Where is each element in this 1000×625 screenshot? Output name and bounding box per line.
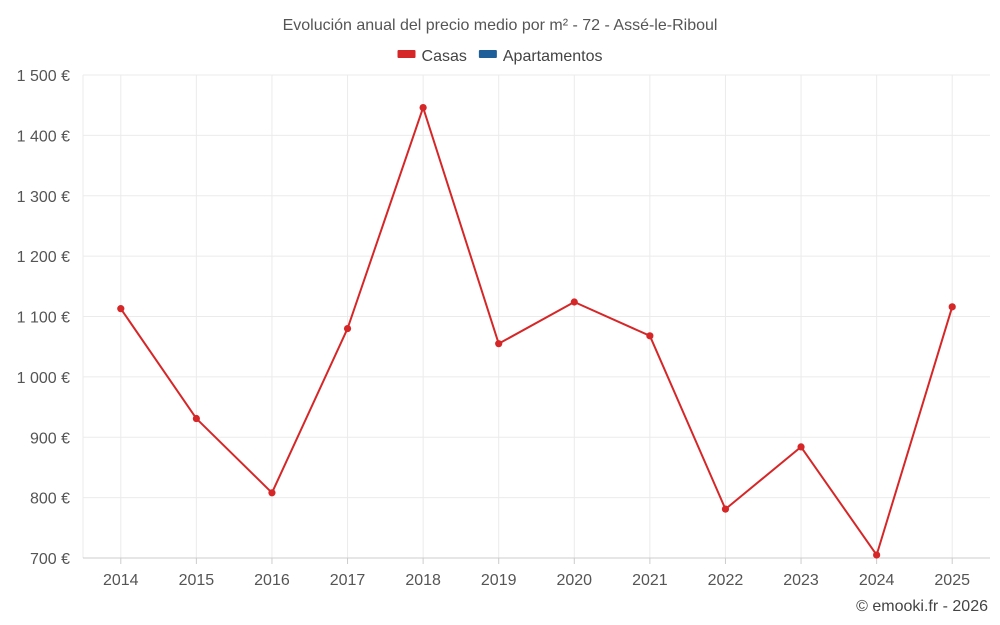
- y-tick-label: 1 200 €: [17, 249, 70, 266]
- legend-label: Apartamentos: [503, 48, 603, 65]
- y-tick-label: 1 300 €: [17, 189, 70, 206]
- y-tick-label: 1 500 €: [17, 68, 70, 85]
- x-axis: 2014 2015 2016 2017 2018 2019 2020 2021 2022 2023…: [83, 557, 990, 589]
- x-tick-label: 2022: [708, 572, 744, 589]
- x-tick-label: 2020: [556, 572, 592, 589]
- y-tick-label: 1 100 €: [17, 310, 70, 327]
- legend-swatch: [397, 50, 416, 58]
- legend-item-apartamentos[interactable]: Apartamentos: [478, 48, 603, 65]
- data-point: [268, 489, 276, 497]
- x-tick-label: 2017: [330, 572, 366, 589]
- y-axis: 700 € 800 € 900 € 1 000 € 1 100 € 1 200 € 1 30…: [17, 68, 84, 568]
- x-tick-label: 2015: [179, 572, 215, 589]
- y-tick-label: 1 400 €: [17, 128, 70, 145]
- x-tick-label: 2019: [481, 572, 517, 589]
- x-tick-label: 2025: [934, 572, 970, 589]
- data-point: [570, 298, 578, 306]
- data-point: [117, 305, 125, 313]
- x-tick-label: 2023: [783, 572, 819, 589]
- x-tick-label: 2014: [103, 572, 139, 589]
- x-tick-label: 2016: [254, 572, 290, 589]
- data-point: [646, 332, 654, 340]
- data-point: [948, 303, 956, 311]
- data-point: [873, 551, 881, 559]
- legend-label: Casas: [422, 48, 467, 65]
- y-tick-label: 800 €: [30, 491, 70, 508]
- y-tick-label: 900 €: [30, 430, 70, 447]
- legend: Casas Apartamentos: [397, 48, 603, 65]
- x-tick-label: 2018: [405, 572, 441, 589]
- credit-text: © emooki.fr - 2026: [856, 598, 988, 615]
- x-tick-label: 2024: [859, 572, 895, 589]
- legend-item-casas[interactable]: Casas: [397, 48, 467, 65]
- y-tick-label: 1 000 €: [17, 370, 70, 387]
- x-tick-label: 2021: [632, 572, 668, 589]
- y-tick-label: 700 €: [30, 551, 70, 568]
- gridlines: [83, 74, 990, 559]
- data-point: [343, 324, 352, 333]
- series-line-casas: [119, 106, 954, 556]
- data-point: [419, 104, 427, 112]
- chart-title: Evolución anual del precio medio por m² …: [283, 17, 718, 34]
- data-point: [721, 505, 730, 513]
- data-point: [495, 340, 503, 348]
- legend-swatch: [478, 50, 497, 58]
- data-point: [797, 443, 805, 451]
- series-layer: [117, 104, 956, 559]
- data-point: [192, 414, 200, 423]
